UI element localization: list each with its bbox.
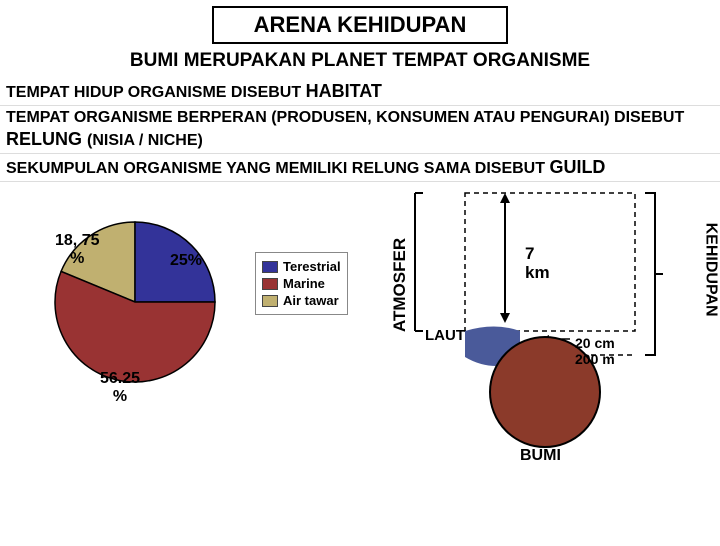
line2-hl: RELUNG: [6, 129, 87, 149]
arena-label: ARENAKEHIDUPAN: [702, 223, 720, 317]
cm-label: 20 cm: [575, 335, 615, 351]
line1-text: TEMPAT HIDUP ORGANISME DISEBUT: [6, 84, 306, 101]
line3-hl: GUILD: [549, 157, 605, 177]
pie-label-airtawar: 18, 75%: [55, 232, 99, 267]
dashed-box: [465, 193, 635, 331]
line2-rest: (NISIA / NICHE): [87, 132, 203, 149]
legend: Terestrial Marine Air tawar: [255, 252, 348, 315]
title: ARENA KEHIDUPAN: [212, 6, 509, 44]
m-label: 200 m: [575, 351, 615, 367]
arrow-7km-up: [500, 193, 510, 203]
line2-text: TEMPAT ORGANISME BERPERAN (PRODUSEN, KON…: [6, 109, 684, 126]
pie-chart: 25% 56.25% 18, 75%: [20, 202, 250, 402]
line1-hl: HABITAT: [306, 81, 382, 101]
line-habitat: TEMPAT HIDUP ORGANISME DISEBUT HABITAT: [0, 78, 720, 106]
main-graphics: 25% 56.25% 18, 75% Terestrial Marine Air…: [0, 182, 720, 522]
legend-label-terestrial: Terestrial: [283, 259, 341, 274]
arrow-7km-dn: [500, 313, 510, 323]
arena-bracket: [645, 193, 663, 355]
bumi-label: BUMI: [520, 447, 561, 465]
line-relung: TEMPAT ORGANISME BERPERAN (PRODUSEN, KON…: [0, 106, 720, 154]
legend-label-airtawar: Air tawar: [283, 293, 339, 308]
km-label: 7km: [525, 245, 550, 282]
pie-label-marine: 56.25%: [100, 370, 140, 405]
line3-text: SEKUMPULAN ORGANISME YANG MEMILIKI RELUN…: [6, 160, 549, 177]
legend-swatch-marine: [262, 278, 278, 290]
atmosfer-label: ATMOSFER: [390, 238, 410, 332]
legend-swatch-terestrial: [262, 261, 278, 273]
legend-label-marine: Marine: [283, 276, 325, 291]
subtitle: BUMI MERUPAKAN PLANET TEMPAT ORGANISME: [0, 50, 720, 72]
legend-swatch-airtawar: [262, 295, 278, 307]
legend-item-terestrial: Terestrial: [262, 259, 341, 274]
laut-label: LAUT: [425, 327, 465, 344]
legend-item-marine: Marine: [262, 276, 341, 291]
earth-diagram: ATMOSFER ARENAKEHIDUPAN LAUT BUMI 7km 20…: [405, 187, 705, 487]
pie-label-terestrial: 25%: [170, 252, 202, 270]
legend-item-airtawar: Air tawar: [262, 293, 341, 308]
line-guild: SEKUMPULAN ORGANISME YANG MEMILIKI RELUN…: [0, 154, 720, 182]
